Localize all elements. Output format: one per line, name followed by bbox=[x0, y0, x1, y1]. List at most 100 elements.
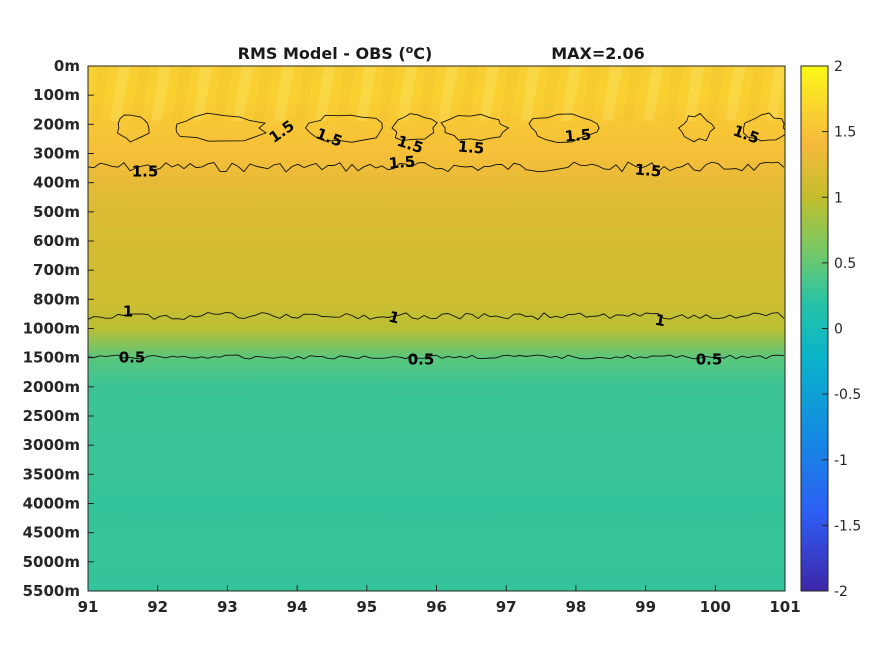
y-tick-label: 1000m bbox=[23, 320, 80, 338]
colorbar-tick-label: -0.5 bbox=[834, 387, 861, 403]
texture-streak bbox=[356, 66, 377, 121]
texture-streak bbox=[684, 66, 705, 121]
contour-label: 1 bbox=[123, 303, 133, 321]
colorbar-tick-label: -2 bbox=[834, 584, 848, 600]
texture-streak bbox=[254, 66, 274, 121]
contour-1.5-closed bbox=[304, 114, 383, 143]
texture-streak bbox=[274, 66, 295, 121]
contour-1.5-closed bbox=[528, 113, 600, 143]
contour-1 bbox=[88, 312, 785, 321]
colorbar-tick-label: -1.5 bbox=[834, 518, 861, 534]
contour-label: 1 bbox=[653, 311, 666, 331]
texture-streak bbox=[213, 66, 233, 121]
texture-streak bbox=[336, 66, 356, 121]
texture-streak bbox=[295, 66, 315, 121]
texture-streak bbox=[90, 66, 110, 121]
texture-streak bbox=[479, 66, 500, 121]
x-axis: 91 92 93 94 95 96 97 98 99 100 101 bbox=[78, 585, 801, 616]
x-tick-label: 101 bbox=[769, 598, 800, 616]
y-tick-label: 400m bbox=[33, 174, 80, 192]
x-tick-label: 100 bbox=[700, 598, 731, 616]
chart-title: RMS Model - OBS (oC) bbox=[238, 43, 433, 63]
texture-streak bbox=[643, 66, 664, 121]
texture-streak bbox=[459, 66, 479, 121]
y-tick-label: 5000m bbox=[23, 553, 80, 571]
y-tick-label: 2500m bbox=[23, 407, 80, 425]
contour-label: 1 bbox=[387, 307, 402, 327]
texture-streak bbox=[377, 66, 397, 121]
y-tick-label: 800m bbox=[33, 290, 80, 308]
texture-streak bbox=[561, 66, 582, 121]
texture-streak bbox=[397, 66, 418, 121]
texture-streak bbox=[131, 66, 151, 121]
contour-label: 1.5 bbox=[457, 137, 485, 157]
texture-streak bbox=[233, 66, 254, 121]
contour-label: 0.5 bbox=[696, 351, 723, 369]
colorbar-tick-label: 2 bbox=[834, 59, 843, 75]
contour-1.5-closed bbox=[116, 114, 150, 143]
y-tick-label: 300m bbox=[33, 145, 80, 163]
x-tick-label: 95 bbox=[356, 598, 377, 616]
texture-streak bbox=[172, 66, 192, 121]
x-tick-label: 94 bbox=[287, 598, 308, 616]
colorbar-tick-label: -1 bbox=[834, 453, 848, 469]
contour-lines bbox=[88, 112, 785, 360]
heatmap-texture bbox=[90, 66, 785, 121]
texture-streak bbox=[520, 66, 541, 121]
contour-1.5-closed bbox=[677, 112, 716, 143]
texture-streak bbox=[746, 66, 766, 121]
texture-streak bbox=[192, 66, 213, 121]
y-tick-label: 5500m bbox=[23, 582, 80, 600]
texture-streak bbox=[705, 66, 725, 121]
y-tick-label: 500m bbox=[33, 203, 80, 221]
texture-streak bbox=[315, 66, 336, 121]
y-tick-label: 100m bbox=[33, 86, 80, 104]
x-tick-label: 97 bbox=[496, 598, 517, 616]
colorbar-tick-label: 0.5 bbox=[834, 256, 856, 272]
colorbar-axis: 2 1.5 1 0.5 0 -0.5 -1 -1.5 -2 bbox=[822, 59, 861, 600]
contour-label: 1.5 bbox=[388, 152, 416, 172]
contour-label: 1.5 bbox=[132, 163, 159, 181]
texture-streak bbox=[766, 66, 785, 121]
y-tick-label: 0m bbox=[54, 57, 80, 75]
texture-streak bbox=[541, 66, 561, 121]
texture-streak bbox=[623, 66, 643, 121]
y-tick-label: 4000m bbox=[23, 495, 80, 513]
contour-1.5-closed bbox=[743, 112, 785, 142]
contour-1.5-closed bbox=[175, 112, 267, 142]
contour-label: 1.5 bbox=[634, 160, 662, 180]
texture-streak bbox=[151, 66, 172, 121]
texture-streak bbox=[602, 66, 623, 121]
y-tick-label: 3000m bbox=[23, 436, 80, 454]
y-tick-label: 2000m bbox=[23, 378, 80, 396]
texture-streak bbox=[110, 66, 131, 121]
texture-streak bbox=[438, 66, 459, 121]
contour-label: 0.5 bbox=[119, 349, 146, 367]
y-tick-label: 600m bbox=[33, 232, 80, 250]
texture-streak bbox=[725, 66, 746, 121]
x-tick-label: 93 bbox=[217, 598, 238, 616]
y-tick-label: 4500m bbox=[23, 524, 80, 542]
texture-streak bbox=[500, 66, 520, 121]
x-tick-label: 98 bbox=[565, 598, 586, 616]
max-label: MAX=2.06 bbox=[551, 44, 645, 63]
x-tick-label: 92 bbox=[147, 598, 168, 616]
contour-label: 1.5 bbox=[564, 125, 592, 145]
texture-streak bbox=[664, 66, 684, 121]
x-tick-label: 99 bbox=[635, 598, 656, 616]
colorbar-tick-label: 1.5 bbox=[834, 125, 856, 141]
colorbar bbox=[800, 65, 829, 592]
contour-1.5-closed bbox=[440, 113, 510, 141]
y-tick-label: 200m bbox=[33, 115, 80, 133]
contour-1.5 bbox=[88, 161, 785, 173]
heatmap-area: 1.51.5 1.5 1.5 1.51.51.5 1.51.51 1 10.5 0.5 0.5 bbox=[88, 66, 785, 591]
y-tick-label: 700m bbox=[33, 261, 80, 279]
texture-streak bbox=[582, 66, 602, 121]
contour-label: 0.5 bbox=[408, 351, 435, 369]
x-tick-label: 96 bbox=[426, 598, 447, 616]
colorbar-tick-label: 0 bbox=[834, 322, 843, 338]
y-axis: 0m 100m 200m 300m 400m 500m 600m 700m 800m 1000m 1… bbox=[23, 57, 94, 600]
contour-1.5-closed bbox=[391, 113, 438, 142]
contour-0.5 bbox=[88, 354, 785, 360]
